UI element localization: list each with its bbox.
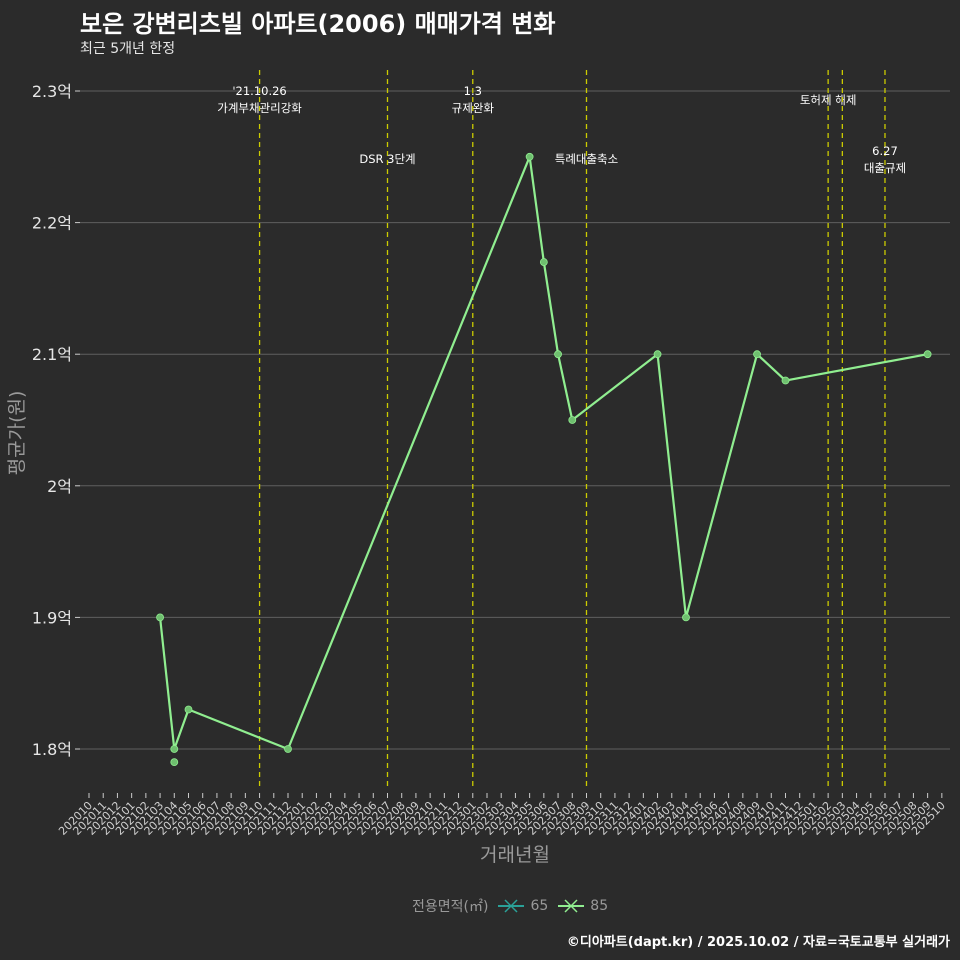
x-axis-title: 거래년월 bbox=[480, 844, 550, 866]
event-label: '21.10.26 bbox=[232, 84, 286, 98]
y-axis-title: 평균가(원) bbox=[6, 391, 28, 476]
data-point bbox=[568, 416, 577, 424]
grid-layer bbox=[80, 90, 950, 750]
legend-key-85-icon bbox=[558, 899, 585, 913]
axis-layer: 1.8억1.9억2억2.1억2.2억2.3억202010202011202012… bbox=[32, 82, 948, 838]
series-line-85 bbox=[158, 155, 928, 751]
legend-title: 전용면적(㎡) bbox=[412, 899, 489, 915]
legend-item-85[interactable]: 85 bbox=[556, 896, 608, 916]
event-label: 대출규제 bbox=[864, 161, 906, 175]
chart-title: 보은 강변리츠빌 아파트(2006) 매매가격 변화 bbox=[80, 10, 556, 38]
data-point bbox=[156, 613, 164, 622]
source-caption: ©디아파트(dapt.kr) / 2025.10.02 / 자료=국토교통부 실… bbox=[566, 935, 950, 950]
event-label: DSR 3단계 bbox=[359, 152, 415, 166]
legend-item-65[interactable]: 65 bbox=[496, 896, 548, 916]
event-label: 1.3 bbox=[464, 84, 482, 98]
legend-label-85: 85 bbox=[590, 898, 609, 914]
chart-subtitle: 최근 5개년 한정 bbox=[80, 41, 176, 57]
event-label: 특례대출축소 bbox=[555, 152, 618, 166]
legend-label-65: 65 bbox=[530, 898, 549, 914]
data-point bbox=[284, 745, 292, 753]
data-point bbox=[525, 152, 534, 161]
y-tick-label: 1.9억 bbox=[32, 608, 72, 627]
y-tick-label: 2.1억 bbox=[32, 345, 72, 364]
data-point bbox=[184, 705, 193, 714]
data-point bbox=[781, 376, 790, 385]
data-point bbox=[170, 758, 179, 767]
y-tick-label: 2.2억 bbox=[32, 214, 72, 233]
y-tick-label: 2.3억 bbox=[32, 82, 72, 101]
event-label: 토허제 해제 bbox=[800, 93, 857, 107]
event-label: 6.27 bbox=[872, 144, 898, 158]
legend-key-65-icon bbox=[498, 899, 525, 913]
event-label: 규제완화 bbox=[452, 101, 495, 115]
series-layer bbox=[156, 152, 932, 767]
data-point bbox=[753, 350, 761, 359]
data-point bbox=[539, 258, 548, 266]
data-point bbox=[923, 350, 932, 359]
legend: 전용면적(㎡) 65 85 bbox=[412, 896, 608, 916]
y-tick-label: 1.8억 bbox=[32, 740, 72, 759]
data-point bbox=[554, 350, 562, 359]
event-label: 가계부채관리강화 bbox=[217, 101, 302, 115]
data-point bbox=[653, 350, 662, 359]
y-tick-label: 2억 bbox=[47, 477, 72, 496]
data-point bbox=[170, 745, 179, 753]
data-point bbox=[682, 613, 690, 622]
